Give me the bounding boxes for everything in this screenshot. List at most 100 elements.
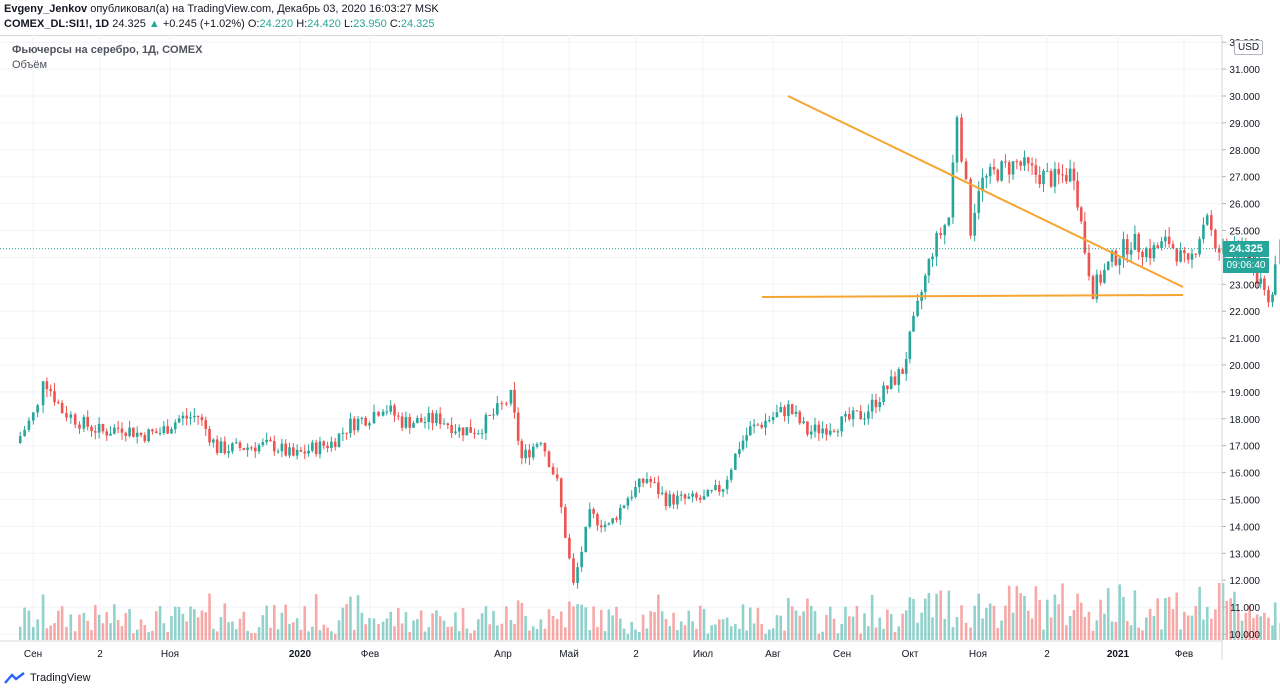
price-tick-label: 11.000 [1230, 603, 1260, 614]
volume-bar [798, 615, 802, 640]
candle-body [1156, 245, 1160, 248]
volume-bar [657, 594, 660, 640]
volume-bar [878, 617, 882, 640]
volume-bar [721, 619, 725, 640]
open-value: 24.220 [259, 18, 294, 30]
candle-body [741, 440, 745, 450]
volume-bar [580, 604, 583, 640]
candle-body [1164, 236, 1167, 242]
volume-bar [1049, 617, 1053, 640]
candle-body [109, 433, 112, 436]
candle-body [588, 509, 592, 527]
candle-body [1083, 221, 1087, 253]
candle-body [660, 492, 664, 495]
candle-body [1271, 294, 1274, 303]
time-tick-label: Сен [24, 649, 42, 660]
candle-body [242, 448, 246, 450]
currency-badge[interactable]: USD [1234, 40, 1264, 55]
price-tick-label: 14.000 [1229, 522, 1260, 533]
volume-bar [238, 618, 242, 640]
candle-body [973, 212, 976, 236]
volume-bar [1202, 619, 1205, 640]
candle-body [135, 432, 139, 437]
candle-body [935, 233, 938, 257]
volume-bar [555, 618, 559, 640]
candle-body [1175, 248, 1179, 262]
candle-body [393, 405, 396, 416]
candle-body [969, 179, 972, 236]
time-tick-label: Фев [361, 649, 379, 660]
candle-body [185, 415, 188, 419]
candle-body [1038, 174, 1041, 185]
volume-bar [333, 633, 337, 640]
volume-bar [261, 615, 265, 640]
candle-body [500, 403, 504, 405]
price-tick-label: 10.000 [1229, 630, 1260, 641]
volume-bar [113, 604, 116, 640]
volume-bar [1079, 602, 1083, 640]
symbol-label: COMEX_DL:SI1!, 1D [4, 18, 110, 30]
candle-body [901, 369, 904, 374]
volume-bar [1229, 598, 1232, 640]
candle-body [874, 399, 878, 408]
candle-body [1068, 168, 1072, 182]
candle-body [189, 417, 192, 419]
candle-body [1183, 250, 1186, 254]
volume-bar [295, 618, 299, 640]
candle-body [947, 217, 951, 226]
volume-bar [269, 627, 272, 640]
volume-bar [101, 623, 105, 640]
candle-body [1210, 215, 1213, 230]
volume-bar [1267, 617, 1270, 640]
volume-bar [318, 630, 322, 640]
candle-body [1122, 239, 1125, 259]
volume-bar [1110, 621, 1114, 640]
candle-body [1114, 250, 1118, 266]
volume-bar [364, 624, 367, 640]
volume-bar [1194, 605, 1198, 640]
candle-body [505, 403, 508, 405]
volume-bar [90, 630, 93, 640]
candle-body [790, 404, 794, 415]
volume-bar [912, 598, 915, 640]
candle-body [771, 417, 775, 421]
candle-body [543, 443, 547, 452]
volume-bar [1167, 596, 1171, 640]
volume-bar [500, 623, 504, 640]
candle-body [745, 435, 748, 441]
published-text: опубликовал(а) на TradingView.com, Декаб… [90, 3, 439, 15]
candle-body [311, 442, 314, 451]
volume-bar [572, 606, 575, 640]
candle-body [923, 275, 927, 293]
candle-body [886, 385, 889, 389]
candle-body [364, 417, 367, 426]
candle-body [253, 447, 257, 452]
close-label: C: [389, 18, 401, 30]
candle-body [691, 493, 694, 497]
volume-bar [372, 618, 376, 640]
candle-body [664, 492, 668, 507]
candle-body [60, 402, 64, 414]
candle-body [615, 518, 618, 520]
volume-bar [212, 628, 215, 640]
volume-bar [1263, 612, 1266, 640]
volume-bar [292, 622, 295, 640]
candle-body [679, 494, 683, 496]
candle-body [337, 433, 341, 447]
candle-body [269, 439, 272, 442]
volume-bar [1221, 582, 1225, 640]
close-value: 24.325 [400, 18, 435, 30]
candle-body [821, 428, 824, 434]
candle-body [977, 191, 981, 213]
volume-bar [729, 626, 733, 640]
volume-bar [246, 630, 249, 640]
volume-bar [326, 627, 329, 640]
candle-body [1106, 261, 1110, 270]
volume-bar [1019, 593, 1022, 640]
volume-bar [1114, 621, 1118, 640]
open-label: O: [247, 18, 260, 30]
candle-body [333, 441, 337, 447]
footer-brand[interactable]: TradingView [4, 672, 91, 684]
candle-body [488, 414, 492, 416]
